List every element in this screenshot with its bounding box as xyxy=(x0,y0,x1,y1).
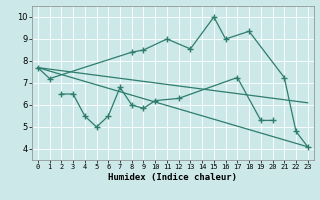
X-axis label: Humidex (Indice chaleur): Humidex (Indice chaleur) xyxy=(108,173,237,182)
